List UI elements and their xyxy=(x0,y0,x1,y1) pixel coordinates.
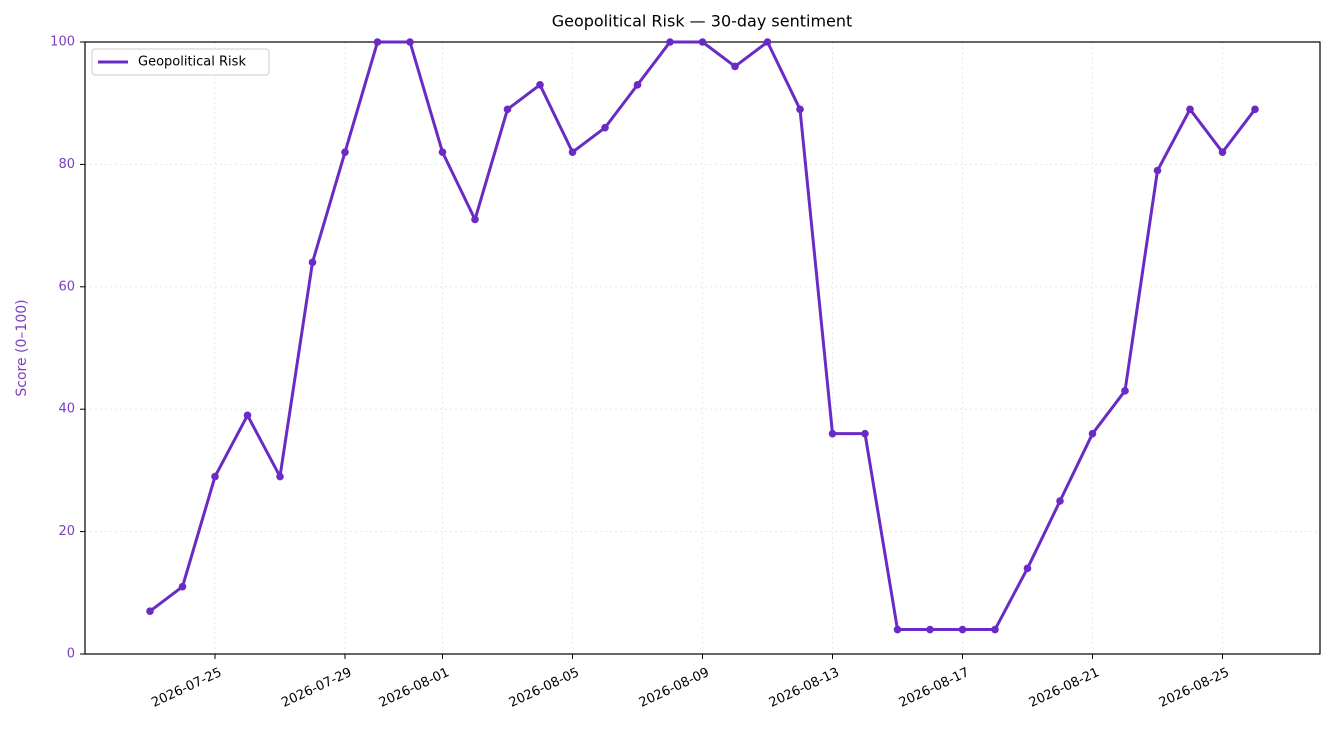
x-tick-label: 2026-08-09 xyxy=(637,665,712,711)
data-point xyxy=(633,81,642,89)
data-point xyxy=(1023,564,1032,573)
data-point xyxy=(828,429,837,438)
data-point xyxy=(1186,105,1194,114)
data-point xyxy=(406,38,414,46)
data-point xyxy=(373,38,382,46)
x-tick-label: 2026-08-05 xyxy=(507,665,582,711)
data-point xyxy=(178,582,187,591)
data-point xyxy=(503,105,512,114)
data-point xyxy=(666,38,674,46)
x-tick-label: 2026-07-25 xyxy=(149,665,224,711)
y-tick-label: 100 xyxy=(50,35,75,50)
data-point xyxy=(308,258,317,267)
data-point xyxy=(438,148,447,156)
data-point xyxy=(763,38,772,46)
data-point xyxy=(731,62,739,71)
data-line xyxy=(149,40,1257,632)
data-point xyxy=(1153,166,1162,175)
data-point xyxy=(1088,429,1097,438)
data-point xyxy=(146,607,154,615)
data-point xyxy=(536,81,544,89)
data-point xyxy=(341,148,349,156)
data-point xyxy=(991,625,999,634)
data-point xyxy=(243,411,252,420)
y-tick-label: 60 xyxy=(58,279,75,294)
y-tick-label: 40 xyxy=(58,402,75,417)
y-axis-label: Score (0–100) xyxy=(14,299,30,396)
y-tick-label: 0 xyxy=(67,647,75,662)
data-point xyxy=(211,472,219,481)
x-tick-label: 2026-08-01 xyxy=(377,665,452,711)
data-point xyxy=(926,625,934,634)
x-tick-label: 2026-08-21 xyxy=(1027,665,1102,711)
data-point xyxy=(796,105,804,114)
data-point xyxy=(1056,497,1064,505)
chart-title: Geopolitical Risk — 30-day sentiment xyxy=(552,12,853,31)
x-tick-label: 2026-08-13 xyxy=(767,665,842,711)
legend-label: Geopolitical Risk xyxy=(138,55,246,70)
data-point xyxy=(861,429,869,438)
data-point xyxy=(698,38,707,46)
x-tick-label: 2026-07-29 xyxy=(279,665,354,711)
legend-box xyxy=(91,48,270,76)
x-tick-label: 2026-08-25 xyxy=(1157,665,1232,711)
data-point xyxy=(1251,105,1259,114)
legend: Geopolitical Risk xyxy=(91,48,270,76)
x-tick-label: 2026-08-17 xyxy=(897,665,972,711)
data-point xyxy=(958,625,967,634)
data-point xyxy=(1218,148,1227,156)
data-point xyxy=(893,625,902,634)
y-tick-label: 20 xyxy=(58,524,75,539)
data-point xyxy=(471,215,479,224)
data-point xyxy=(568,148,577,156)
data-point xyxy=(1121,387,1129,395)
data-point xyxy=(276,472,284,481)
data-point xyxy=(601,123,609,132)
y-tick-label: 80 xyxy=(58,157,75,172)
